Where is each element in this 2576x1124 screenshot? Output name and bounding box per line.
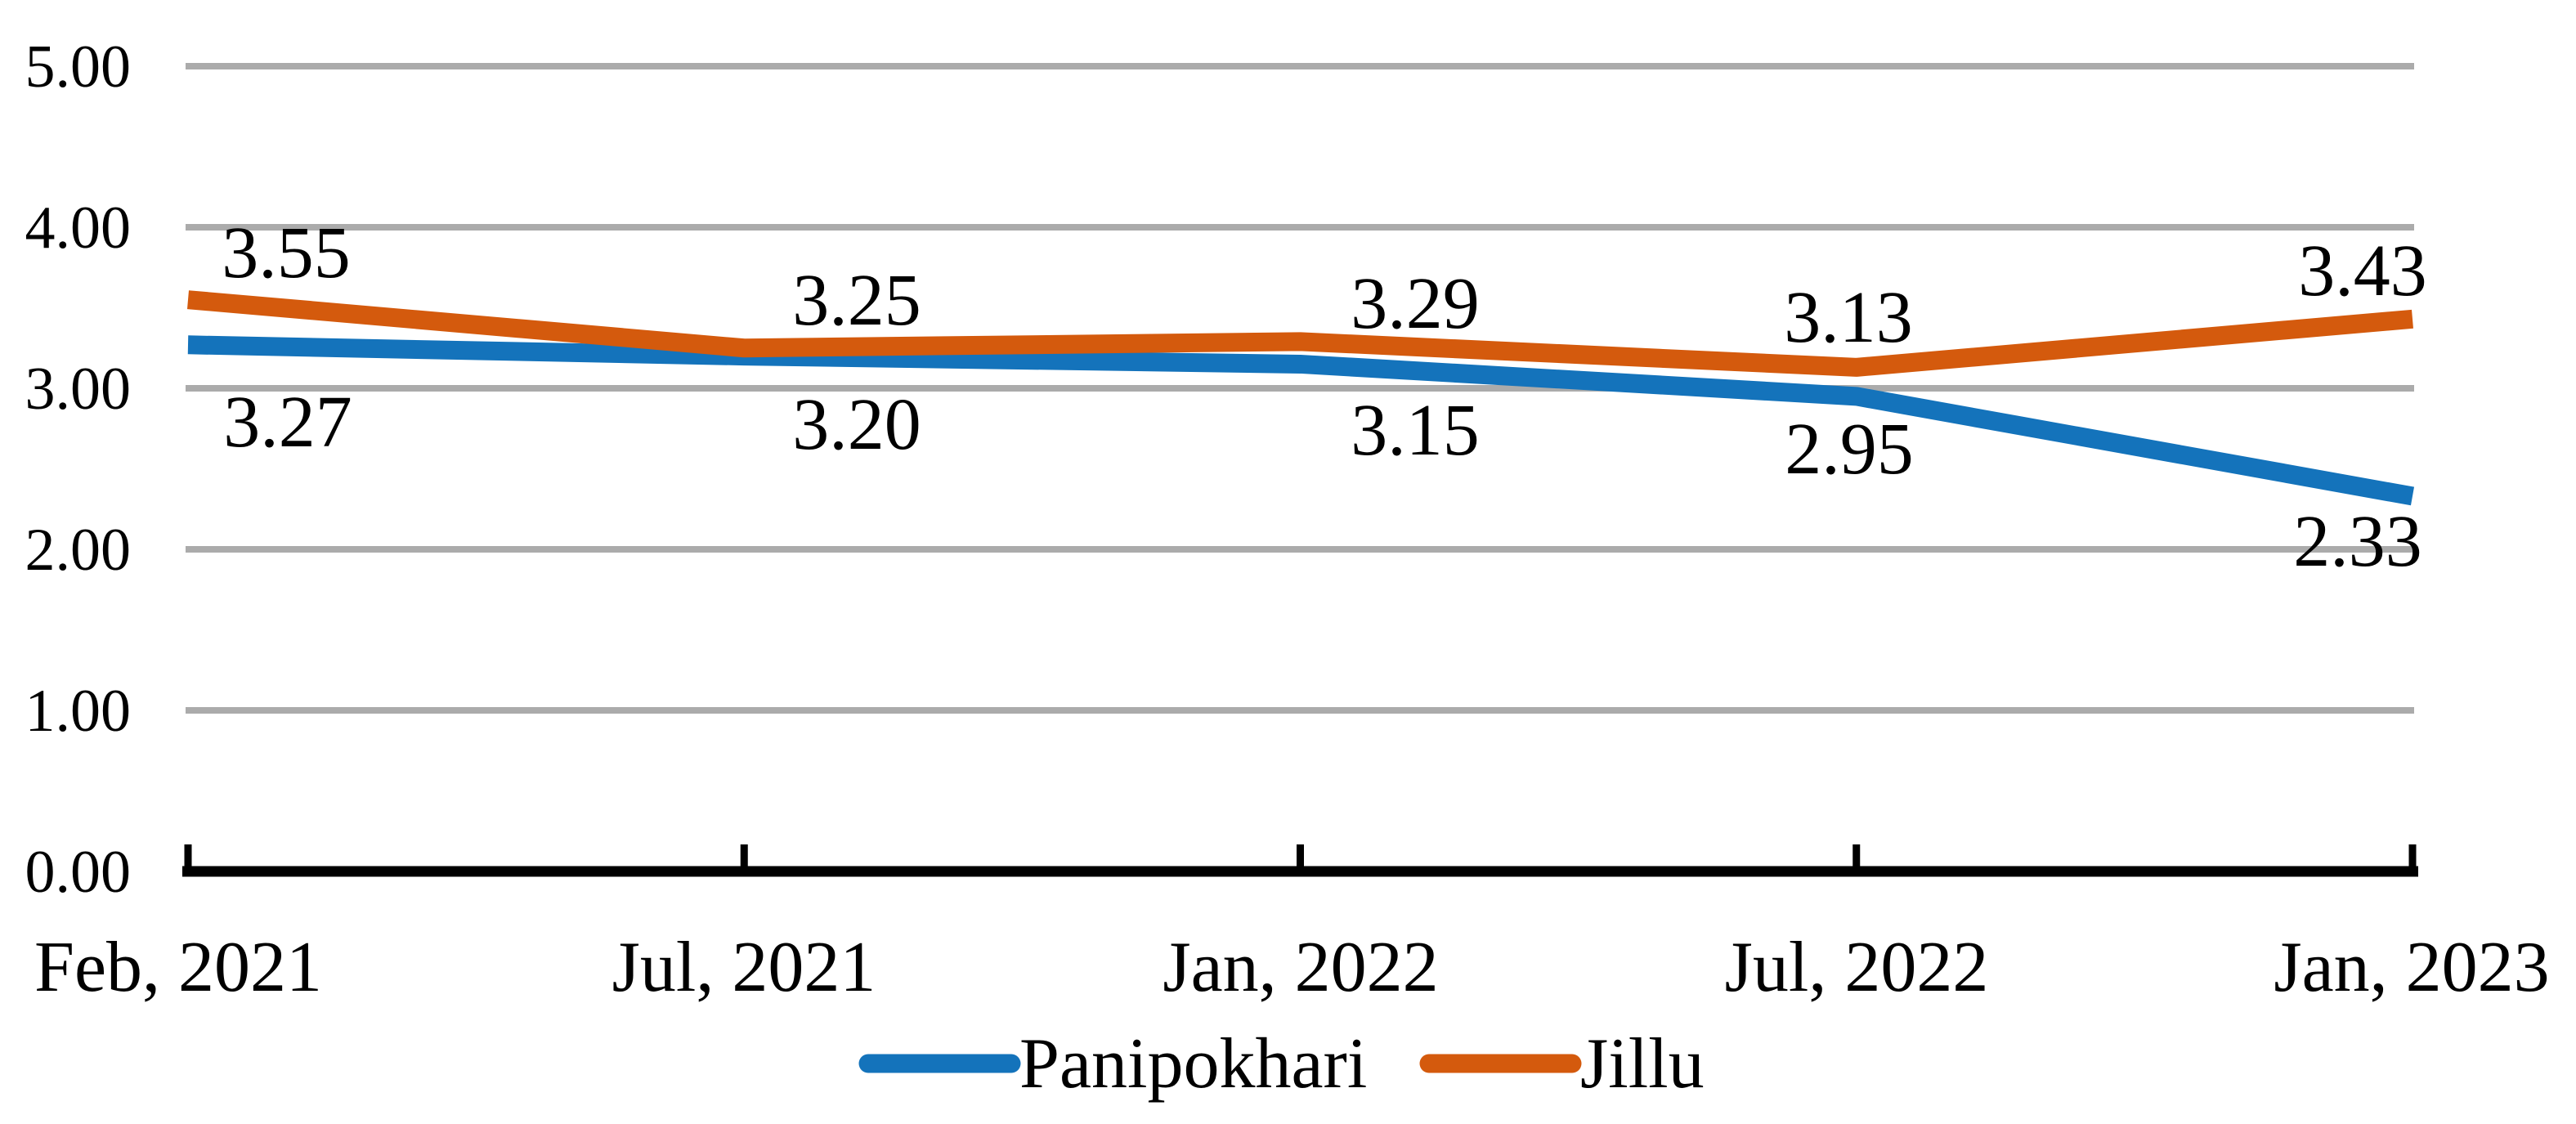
gridlines-group — [186, 63, 2414, 714]
x-axis-label-0: Feb, 2021 — [34, 928, 322, 1007]
data-label-panipokhari-0: 3.27 — [223, 382, 352, 463]
legend: Panipokhari Jillu — [858, 1024, 1705, 1104]
series-line-jillu — [187, 290, 2413, 377]
x-axis-tick — [740, 844, 748, 867]
data-labels-group: 3.27 3.20 3.15 2.95 2.33 3.55 3.25 3.29 3.13 3.43 — [222, 213, 2427, 582]
series-lines-group — [187, 290, 2415, 506]
x-axis-tick — [184, 844, 192, 867]
data-label-jillu-0: 3.55 — [222, 213, 351, 293]
data-label-panipokhari-3: 2.95 — [1785, 409, 1914, 490]
x-axis-tick — [2408, 844, 2417, 867]
y-axis-labels-group: 0.00 1.00 2.00 3.00 4.00 5.00 — [25, 34, 132, 906]
x-axis-label-1: Jul, 2021 — [612, 928, 876, 1007]
y-axis-label-4.00: 4.00 — [25, 195, 132, 262]
legend-label-panipokhari: Panipokhari — [1019, 1024, 1367, 1104]
x-axis-label-4: Jan, 2023 — [2274, 928, 2549, 1007]
y-axis-label-2.00: 2.00 — [25, 517, 132, 584]
data-label-panipokhari-4: 2.33 — [2293, 501, 2422, 582]
y-axis-label-5.00: 5.00 — [25, 34, 132, 101]
x-axis-tick — [1297, 844, 1304, 867]
x-axis-label-3: Jul, 2022 — [1725, 928, 1989, 1007]
y-axis-label-1.00: 1.00 — [25, 678, 132, 745]
data-label-jillu-1: 3.25 — [792, 260, 921, 341]
x-axis-group: Feb, 2021 Jul, 2021 Jan, 2022 Jul, 2022 Jan,… — [34, 844, 2550, 1007]
data-label-panipokhari-2: 3.15 — [1351, 390, 1480, 471]
data-label-jillu-2: 3.29 — [1351, 263, 1480, 344]
x-axis-label-2: Jan, 2022 — [1163, 928, 1438, 1007]
x-axis-tick — [1852, 844, 1861, 867]
legend-label-jillu: Jillu — [1580, 1024, 1705, 1104]
data-label-jillu-4: 3.43 — [2298, 231, 2427, 311]
data-label-jillu-3: 3.13 — [1784, 277, 1913, 358]
y-axis-label-0.00: 0.00 — [25, 839, 132, 906]
series-line-panipokhari — [187, 335, 2415, 506]
y-axis-label-3.00: 3.00 — [25, 356, 132, 423]
data-label-panipokhari-1: 3.20 — [792, 384, 921, 465]
